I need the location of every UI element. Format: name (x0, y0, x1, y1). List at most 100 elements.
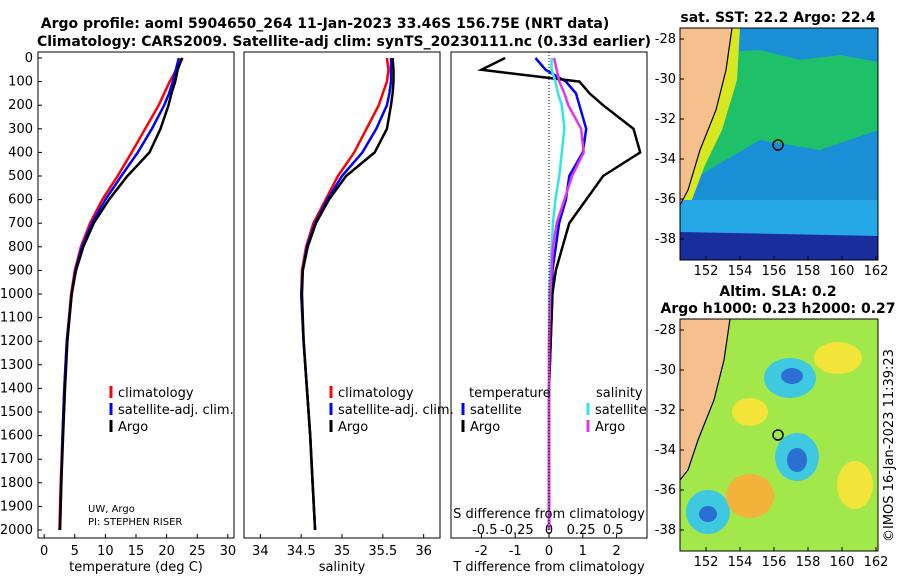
x-tick-label: -1 (509, 544, 522, 559)
x-tick-label: 35 (334, 544, 351, 559)
x-tick-label: 1 (579, 544, 587, 559)
lat-tick-label: -30 (655, 72, 676, 87)
lon-tick-label: 160 (830, 264, 855, 279)
lon-tick-label: 162 (864, 555, 889, 570)
depth-tick-label: 1300 (0, 358, 33, 373)
sst-land (680, 28, 732, 205)
lon-tick-label: 156 (762, 264, 787, 279)
sla-coastline (679, 318, 731, 481)
x-tick-label: 36 (415, 544, 432, 559)
difference-legend: temperature salinity satellite Argo sate… (461, 386, 647, 435)
s-difference-label: S difference from climatology (453, 507, 645, 522)
salinity-xlabel: salinity (319, 560, 366, 575)
credit-line-2: PI: STEPHEN RISER (88, 517, 182, 528)
sla-map-frame (679, 318, 879, 552)
sst-map-title: sat. SST: 22.2 Argo: 22.4 (680, 10, 876, 26)
legend-satellite: satellite-adj. clim. (338, 403, 454, 418)
depth-tick-label: 1000 (0, 287, 33, 302)
sst-map-frame (679, 27, 879, 261)
x-tick-label: 15 (128, 544, 145, 559)
depth-tick-label: 1500 (0, 405, 33, 420)
lat-tick-label: -34 (655, 152, 676, 167)
x-tick-label: 30 (220, 544, 237, 559)
lon-tick-label: 158 (796, 555, 821, 570)
sla-float-marker (772, 429, 784, 441)
lon-tick-label: 152 (694, 264, 719, 279)
lat-tick-label: -36 (655, 483, 676, 498)
legend-temperature-head: temperature (469, 386, 551, 401)
sla-eddy-core (787, 448, 807, 472)
axis-ticks: 0100200300400500600700800900100011001200… (0, 51, 624, 559)
depth-tick-label: 1600 (0, 429, 33, 444)
legend-t-argo: Argo (470, 420, 500, 435)
legend-s-argo: Argo (595, 420, 625, 435)
depth-tick-label: 200 (8, 98, 33, 113)
lon-tick-label: 156 (762, 555, 787, 570)
sla-high (837, 461, 873, 509)
depth-tick-label: 1100 (0, 311, 33, 326)
sla-map-title-1: Altim. SLA: 0.2 (719, 284, 836, 300)
title-line-2: Climatology: CARS2009. Satellite-adj cli… (37, 34, 651, 50)
depth-tick-label: 2000 (0, 523, 33, 538)
sla-high (726, 474, 774, 518)
salinity-legend: climatology satellite-adj. clim. Argo (329, 386, 454, 435)
legend-climatology: climatology (338, 386, 414, 401)
s-tick-label: 0 (545, 523, 553, 538)
sla-eddy-core (781, 368, 803, 384)
sst-cold-region (680, 232, 878, 260)
x-tick-label: 34 (252, 544, 269, 559)
temperature-panel (37, 51, 235, 539)
series-line-climatology (58, 57, 184, 531)
legend-salinity-head: salinity (596, 386, 643, 401)
x-tick-label: 20 (158, 544, 175, 559)
depth-tick-label: 1900 (0, 499, 33, 514)
x-tick-label: -2 (475, 544, 488, 559)
depth-tick-label: 0 (25, 51, 33, 66)
depth-tick-label: 300 (8, 122, 33, 137)
lat-tick-label: -30 (655, 363, 676, 378)
depth-tick-label: 100 (8, 75, 33, 90)
series-line-argo (58, 57, 184, 531)
depth-tick-label: 1400 (0, 381, 33, 396)
difference-xlabel: T difference from climatology (452, 560, 645, 575)
series-line-t-satellite (534, 57, 588, 530)
x-tick-label: 34.5 (287, 544, 316, 559)
depth-tick-label: 1200 (0, 334, 33, 349)
map-axis-ticks: -28 -30 -32 -34 -36 -38 152 154 156 158 160 162 -28 -… (655, 32, 889, 570)
lon-tick-label: 154 (728, 264, 753, 279)
lon-tick-label: 158 (796, 264, 821, 279)
sla-land (680, 319, 730, 480)
series-line-satellite-adj-clim- (299, 58, 393, 531)
lat-tick-label: -32 (655, 112, 676, 127)
sla-map (679, 318, 879, 552)
depth-tick-label: 600 (8, 193, 33, 208)
x-tick-label: 0 (545, 544, 553, 559)
legend-s-satellite: satellite (595, 403, 647, 418)
depth-tick-label: 500 (8, 169, 33, 184)
lon-tick-label: 162 (864, 264, 889, 279)
sst-float-marker (772, 139, 784, 151)
x-tick-label: 35.5 (368, 544, 397, 559)
lat-tick-label: -28 (655, 323, 676, 338)
temperature-xlabel: temperature (deg C) (69, 560, 203, 575)
lat-tick-label: -38 (655, 232, 676, 247)
sla-map-title-2: Argo h1000: 0.23 h2000: 0.27 (660, 301, 895, 317)
x-tick-label: 25 (189, 544, 206, 559)
depth-tick-label: 400 (8, 145, 33, 160)
depth-tick-label: 1800 (0, 476, 33, 491)
legend-climatology: climatology (118, 386, 194, 401)
lat-tick-label: -36 (655, 192, 676, 207)
sst-coastline (679, 27, 733, 206)
depth-tick-label: 900 (8, 263, 33, 278)
legend-satellite: satellite-adj. clim. (118, 403, 234, 418)
lon-tick-label: 154 (728, 555, 753, 570)
s-tick-label: -0.5 (472, 523, 497, 538)
profile-curves (58, 56, 642, 531)
lat-tick-label: -32 (655, 403, 676, 418)
sla-eddy-core (699, 506, 717, 522)
salinity-panel (243, 51, 441, 539)
credit-line-1: UW, Argo (88, 504, 135, 515)
depth-tick-label: 700 (8, 216, 33, 231)
series-line-argo (300, 57, 395, 531)
